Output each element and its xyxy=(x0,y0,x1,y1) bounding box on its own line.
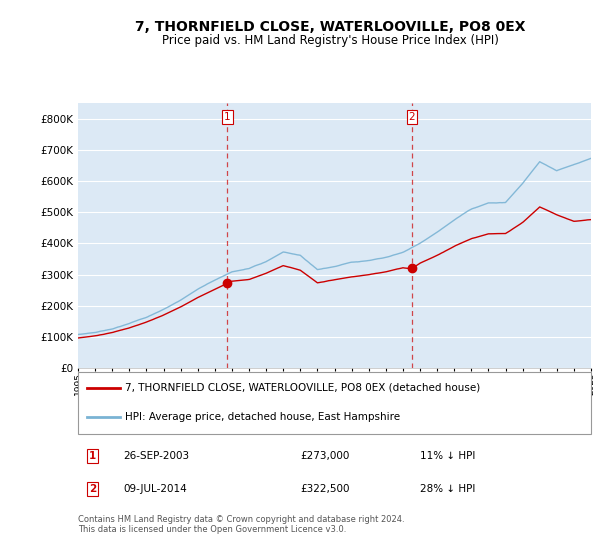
Text: Price paid vs. HM Land Registry's House Price Index (HPI): Price paid vs. HM Land Registry's House … xyxy=(161,34,499,46)
Text: 2: 2 xyxy=(409,112,415,122)
Text: 2: 2 xyxy=(89,484,96,494)
Text: Contains HM Land Registry data © Crown copyright and database right 2024.
This d: Contains HM Land Registry data © Crown c… xyxy=(78,515,404,534)
Text: 09-JUL-2014: 09-JUL-2014 xyxy=(123,484,187,494)
Text: 1: 1 xyxy=(224,112,231,122)
Text: 7, THORNFIELD CLOSE, WATERLOOVILLE, PO8 0EX: 7, THORNFIELD CLOSE, WATERLOOVILLE, PO8 … xyxy=(135,20,525,34)
Text: HPI: Average price, detached house, East Hampshire: HPI: Average price, detached house, East… xyxy=(125,412,400,422)
Text: 26-SEP-2003: 26-SEP-2003 xyxy=(123,451,189,461)
Text: 1: 1 xyxy=(89,451,96,461)
Text: £322,500: £322,500 xyxy=(300,484,349,494)
Text: 28% ↓ HPI: 28% ↓ HPI xyxy=(420,484,475,494)
Text: 7, THORNFIELD CLOSE, WATERLOOVILLE, PO8 0EX (detached house): 7, THORNFIELD CLOSE, WATERLOOVILLE, PO8 … xyxy=(125,382,480,393)
Text: 11% ↓ HPI: 11% ↓ HPI xyxy=(420,451,475,461)
Text: £273,000: £273,000 xyxy=(300,451,349,461)
